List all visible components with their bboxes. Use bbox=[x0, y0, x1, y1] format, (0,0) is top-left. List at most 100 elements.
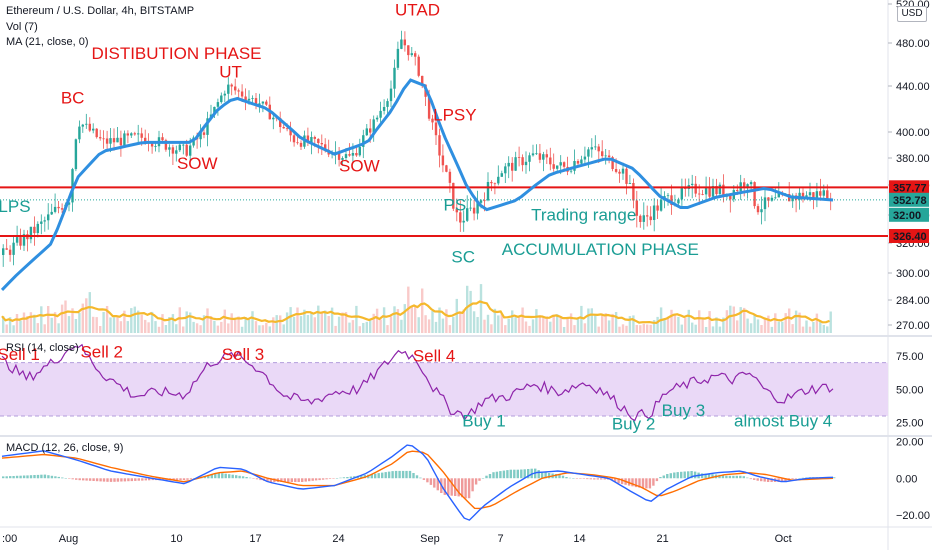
macd-histogram-bar bbox=[620, 478, 624, 485]
macd-histogram-bar bbox=[565, 477, 568, 479]
macd-histogram-bar bbox=[520, 469, 523, 479]
macd-histogram-bar bbox=[9, 476, 12, 479]
candle-up bbox=[341, 158, 344, 160]
macd-histogram-bar bbox=[582, 478, 586, 479]
volume-bar bbox=[327, 316, 330, 333]
volume-bar bbox=[175, 324, 178, 333]
macd-tick-label: −20.00 bbox=[896, 510, 930, 522]
macd-histogram-bar bbox=[248, 477, 252, 479]
macd-histogram-bar bbox=[207, 475, 210, 479]
macd-histogram-bar bbox=[474, 478, 478, 485]
candle-down bbox=[202, 132, 206, 135]
volume-bar bbox=[144, 319, 147, 333]
candle-up bbox=[12, 242, 15, 255]
candle-down bbox=[545, 154, 548, 158]
candle-down bbox=[656, 205, 659, 211]
volume-bar bbox=[330, 307, 334, 333]
volume-bar bbox=[646, 324, 649, 333]
candle-up bbox=[590, 147, 593, 150]
macd-histogram-bar bbox=[690, 471, 693, 479]
volume-bar bbox=[223, 309, 226, 333]
macd-histogram-bar bbox=[666, 474, 669, 479]
volume-bar bbox=[770, 326, 774, 333]
volume-bar bbox=[542, 316, 545, 333]
volume-bar bbox=[8, 317, 12, 333]
volume-bar bbox=[698, 310, 701, 333]
candle-up bbox=[535, 153, 538, 155]
candle-down bbox=[19, 237, 22, 246]
candle-up bbox=[375, 117, 379, 120]
candle-down bbox=[33, 226, 36, 234]
macd-histogram-bar bbox=[290, 478, 293, 482]
currency-badge[interactable]: USD bbox=[897, 6, 927, 22]
candle-up bbox=[514, 157, 517, 171]
volume-bar bbox=[365, 321, 368, 333]
volume-bar bbox=[746, 318, 749, 333]
macd-histogram-bar bbox=[294, 478, 297, 482]
volume-label: Vol (7) bbox=[6, 21, 38, 33]
candle-down bbox=[441, 155, 445, 166]
volume-bar bbox=[732, 306, 735, 333]
volume-bar bbox=[791, 324, 794, 333]
volume-bar bbox=[621, 324, 625, 333]
macd-histogram-bar bbox=[586, 478, 589, 480]
macd-histogram-bar bbox=[175, 478, 179, 481]
candle-down bbox=[265, 101, 268, 105]
volume-bar bbox=[521, 307, 524, 333]
volume-bar bbox=[178, 307, 181, 333]
macd-histogram-bar bbox=[141, 478, 144, 481]
volume-bar bbox=[254, 321, 258, 333]
volume-bar bbox=[476, 317, 479, 333]
volume-bar bbox=[227, 323, 230, 333]
candle-up bbox=[261, 101, 265, 104]
macd-histogram-bar bbox=[54, 476, 57, 479]
volume-bar bbox=[774, 313, 777, 333]
volume-bar bbox=[788, 308, 791, 333]
volume-bar bbox=[320, 312, 323, 333]
candle-up bbox=[400, 39, 403, 49]
candle-down bbox=[701, 194, 704, 195]
volume-bar bbox=[53, 312, 57, 333]
candle-up bbox=[372, 119, 375, 133]
macd-histogram-bar bbox=[464, 478, 467, 499]
candle-down bbox=[369, 128, 372, 133]
volume-bar bbox=[22, 312, 26, 333]
macd-histogram-bar bbox=[148, 478, 151, 481]
volume-bar bbox=[126, 321, 129, 333]
macd-histogram-bar bbox=[613, 478, 617, 482]
macd-histogram-bar bbox=[513, 469, 516, 479]
volume-bar bbox=[556, 314, 559, 333]
wyckoff-annotation: SOW bbox=[339, 157, 380, 176]
candle-up bbox=[711, 186, 715, 197]
macd-histogram-bar bbox=[753, 478, 756, 480]
macd-histogram-bar bbox=[134, 478, 137, 481]
volume-bar bbox=[812, 322, 815, 333]
candle-up bbox=[760, 209, 763, 213]
volume-bar bbox=[157, 326, 161, 333]
volume-bar bbox=[95, 317, 98, 333]
volume-bar bbox=[604, 313, 607, 333]
volume-bar bbox=[583, 323, 587, 333]
volume-bar bbox=[801, 326, 805, 333]
volume-bar bbox=[344, 312, 348, 333]
volume-bar bbox=[389, 316, 393, 333]
volume-bar bbox=[466, 285, 469, 333]
volume-bar bbox=[5, 324, 8, 333]
candle-up bbox=[213, 106, 216, 115]
candle-up bbox=[500, 173, 503, 177]
candle-up bbox=[168, 147, 171, 150]
candle-up bbox=[71, 169, 74, 203]
macd-histogram-bar bbox=[568, 477, 572, 479]
macd-histogram-bar bbox=[422, 478, 426, 480]
candle-down bbox=[244, 96, 247, 101]
volume-bar bbox=[694, 324, 697, 333]
volume-bar bbox=[739, 307, 742, 333]
candle-down bbox=[185, 144, 188, 156]
volume-bar bbox=[628, 316, 632, 333]
candle-up bbox=[227, 84, 230, 94]
macd-histogram-bar bbox=[259, 478, 262, 481]
candle-down bbox=[708, 187, 711, 197]
volume-bar bbox=[777, 321, 780, 333]
volume-bar bbox=[64, 300, 67, 333]
candle-down bbox=[102, 138, 105, 140]
